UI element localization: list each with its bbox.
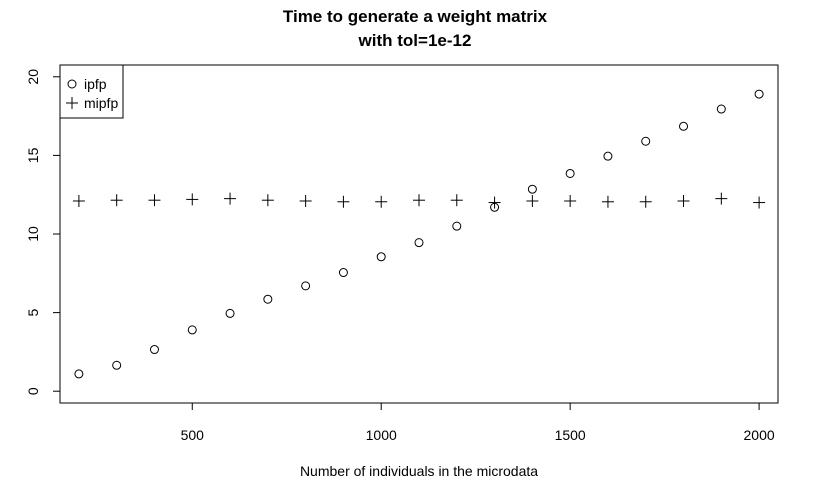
point-ipfp [338,268,348,278]
y-tick-label: 15 [25,147,41,163]
point-mipfp [337,195,350,208]
chart-title-line1: Time to generate a weight matrix [283,7,548,26]
point-ipfp [301,281,311,291]
data-points [72,89,766,379]
y-axis: 0 5 10 15 20 [25,69,60,395]
x-axis: 500 1000 1500 2000 [181,403,775,443]
point-mipfp [224,192,237,205]
point-ipfp [112,360,122,370]
point-ipfp [187,325,197,335]
point-ipfp [716,104,726,114]
point-ipfp [149,345,159,355]
point-mipfp [526,194,539,207]
point-ipfp [414,238,424,248]
point-mipfp [639,195,652,208]
x-axis-label: Number of individuals in the microdata [300,463,538,479]
legend-marker-ipfp [67,79,77,89]
point-mipfp [753,196,766,209]
x-tick-label: 1500 [555,427,586,443]
point-mipfp [450,194,463,207]
point-ipfp [74,369,84,379]
y-tick-label: 20 [25,69,41,85]
point-mipfp [299,194,312,207]
point-ipfp [754,89,764,99]
point-mipfp [413,194,425,207]
legend: ipfp mipfp [59,64,124,119]
x-tick-label: 1000 [366,427,397,443]
point-ipfp [225,308,235,318]
point-ipfp [263,294,273,304]
point-ipfp [603,151,613,161]
point-mipfp [601,195,614,208]
y-tick-label: 0 [25,387,41,395]
point-mipfp [186,193,199,206]
chart-title-line2: with tol=1e-12 [358,31,472,50]
x-tick-label: 2000 [744,427,775,443]
x-tick-label: 500 [181,427,205,443]
point-mipfp [375,195,388,208]
legend-label-ipfp: ipfp [84,76,107,92]
point-ipfp [679,121,689,131]
point-ipfp [452,221,462,231]
legend-box [59,64,124,119]
legend-marker-mipfp [66,97,78,109]
point-mipfp [488,196,501,209]
point-mipfp [148,194,161,207]
y-tick-label: 10 [25,226,41,242]
point-ipfp [376,252,386,262]
point-ipfp [527,184,537,194]
point-mipfp [564,194,577,207]
point-mipfp [72,194,85,207]
point-mipfp [110,194,123,207]
legend-label-mipfp: mipfp [84,95,118,111]
y-tick-label: 5 [25,309,41,317]
point-ipfp [641,136,651,146]
point-mipfp [715,192,728,205]
point-mipfp [261,194,274,207]
plot-frame [59,64,779,404]
point-mipfp [677,194,690,207]
point-ipfp [565,168,575,178]
